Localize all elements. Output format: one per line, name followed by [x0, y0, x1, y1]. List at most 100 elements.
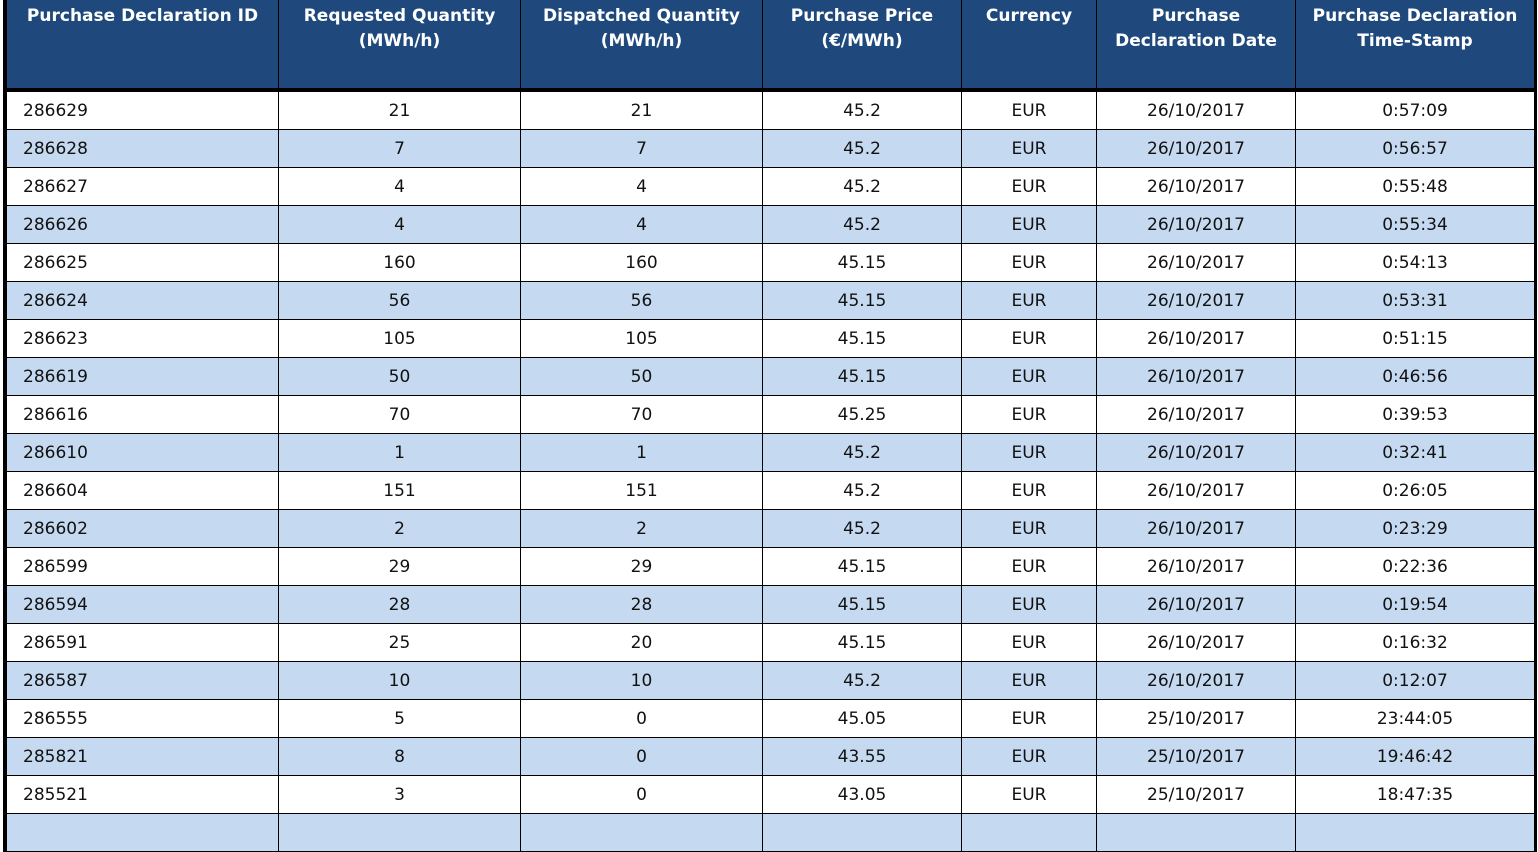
table-cell: 0:12:07: [1295, 661, 1534, 700]
table-row: 286602 2 2 45.2 EUR 26/10/2017 0:23:29: [6, 509, 1534, 548]
table-cell: 10: [278, 661, 521, 700]
table-cell: EUR: [961, 585, 1097, 624]
table-cell: 45.2: [762, 433, 962, 472]
table-cell: 26/10/2017: [1096, 319, 1296, 358]
table-cell: 0:55:48: [1295, 167, 1534, 206]
table-cell: 286629: [6, 89, 279, 130]
table-cell: 26/10/2017: [1096, 623, 1296, 662]
table-cell: 0:39:53: [1295, 395, 1534, 434]
table-cell: 45.2: [762, 89, 962, 130]
table-cell: 285821: [6, 737, 279, 776]
table-cell: EUR: [961, 737, 1097, 776]
table-row: 286555 5 0 45.05 EUR 25/10/2017 23:44:05: [6, 699, 1534, 738]
table-cell: 56: [520, 281, 763, 320]
table-cell: 0:54:13: [1295, 243, 1534, 282]
table-cell: 23:44:05: [1295, 699, 1534, 738]
table-cell: 26/10/2017: [1096, 281, 1296, 320]
table-cell: 7: [520, 129, 763, 168]
table-cell: 45.2: [762, 471, 962, 510]
table-cell: 26/10/2017: [1096, 471, 1296, 510]
table-cell: EUR: [961, 661, 1097, 700]
table-cell: 8: [278, 737, 521, 776]
table-cell: 43.05: [762, 775, 962, 814]
table-cell: 1: [278, 433, 521, 472]
table-cell: 0: [520, 775, 763, 814]
empty-cell: [6, 813, 279, 852]
table-cell: 286619: [6, 357, 279, 396]
table-cell: 151: [520, 471, 763, 510]
table-cell: 4: [520, 167, 763, 206]
table-cell: 45.2: [762, 661, 962, 700]
table-cell: EUR: [961, 89, 1097, 130]
table-cell: 0:19:54: [1295, 585, 1534, 624]
table-row: 286623 105 105 45.15 EUR 26/10/2017 0:51:15: [6, 319, 1534, 358]
table-cell: 45.15: [762, 357, 962, 396]
table-cell: 29: [278, 547, 521, 586]
table-cell: 4: [278, 167, 521, 206]
table-cell: 0: [520, 737, 763, 776]
table-cell: 0:23:29: [1295, 509, 1534, 548]
table-cell: 5: [278, 699, 521, 738]
table-cell: 45.05: [762, 699, 962, 738]
table-cell: 286623: [6, 319, 279, 358]
column-header: Purchase Declaration Time-Stamp: [1295, 0, 1534, 92]
table-cell: 286624: [6, 281, 279, 320]
table-row: 286599 29 29 45.15 EUR 26/10/2017 0:22:36: [6, 547, 1534, 586]
table-row: 286625 160 160 45.15 EUR 26/10/2017 0:54:13: [6, 243, 1534, 282]
table-row: 285521 3 0 43.05 EUR 25/10/2017 18:47:35: [6, 775, 1534, 814]
table-cell: 0:46:56: [1295, 357, 1534, 396]
table-cell: 45.2: [762, 509, 962, 548]
empty-cell: [1096, 813, 1296, 852]
table-cell: 50: [278, 357, 521, 396]
table-cell: 26/10/2017: [1096, 357, 1296, 396]
table-cell: EUR: [961, 395, 1097, 434]
header-row: Purchase Declaration ID Requested Quantit…: [6, 0, 1534, 92]
table-cell: 0: [520, 699, 763, 738]
table-cell: 25/10/2017: [1096, 737, 1296, 776]
table-frame: Purchase Declaration ID Requested Quantit…: [3, 0, 1537, 852]
table-cell: EUR: [961, 509, 1097, 548]
table-cell: 286594: [6, 585, 279, 624]
table-row: 286628 7 7 45.2 EUR 26/10/2017 0:56:57: [6, 129, 1534, 168]
table-cell: 25/10/2017: [1096, 775, 1296, 814]
table-cell: 10: [520, 661, 763, 700]
table-cell: 1: [520, 433, 763, 472]
table-cell: EUR: [961, 471, 1097, 510]
table-cell: 26/10/2017: [1096, 395, 1296, 434]
table-cell: EUR: [961, 129, 1097, 168]
table-row: 286610 1 1 45.2 EUR 26/10/2017 0:32:41: [6, 433, 1534, 472]
table-cell: 26/10/2017: [1096, 433, 1296, 472]
column-header: Purchase Declaration Date: [1096, 0, 1296, 92]
table-cell: 2: [520, 509, 763, 548]
table-cell: 28: [278, 585, 521, 624]
table-cell: 0:16:32: [1295, 623, 1534, 662]
empty-cell: [520, 813, 763, 852]
table-row: 286629 21 21 45.2 EUR 26/10/2017 0:57:09: [6, 89, 1534, 130]
table-cell: 28: [520, 585, 763, 624]
table-cell: 56: [278, 281, 521, 320]
table-cell: 43.55: [762, 737, 962, 776]
table-cell: 20: [520, 623, 763, 662]
empty-row: [6, 813, 1534, 852]
table-row: 286624 56 56 45.15 EUR 26/10/2017 0:53:31: [6, 281, 1534, 320]
table-cell: 286627: [6, 167, 279, 206]
table-cell: 26/10/2017: [1096, 509, 1296, 548]
table-cell: 285521: [6, 775, 279, 814]
table-cell: 286599: [6, 547, 279, 586]
table-cell: 286610: [6, 433, 279, 472]
table-cell: 25: [278, 623, 521, 662]
purchase-table: Purchase Declaration ID Requested Quantit…: [6, 0, 1534, 852]
table-cell: 105: [520, 319, 763, 358]
column-header: Purchase Declaration ID: [6, 0, 279, 92]
table-cell: 286625: [6, 243, 279, 282]
table-row: 285821 8 0 43.55 EUR 25/10/2017 19:46:42: [6, 737, 1534, 776]
table-cell: EUR: [961, 433, 1097, 472]
empty-cell: [961, 813, 1097, 852]
table-cell: 3: [278, 775, 521, 814]
table-cell: EUR: [961, 623, 1097, 662]
table-cell: 286602: [6, 509, 279, 548]
table-cell: 50: [520, 357, 763, 396]
table-row: 286604 151 151 45.2 EUR 26/10/2017 0:26:05: [6, 471, 1534, 510]
table-cell: 286626: [6, 205, 279, 244]
table-cell: 45.15: [762, 243, 962, 282]
